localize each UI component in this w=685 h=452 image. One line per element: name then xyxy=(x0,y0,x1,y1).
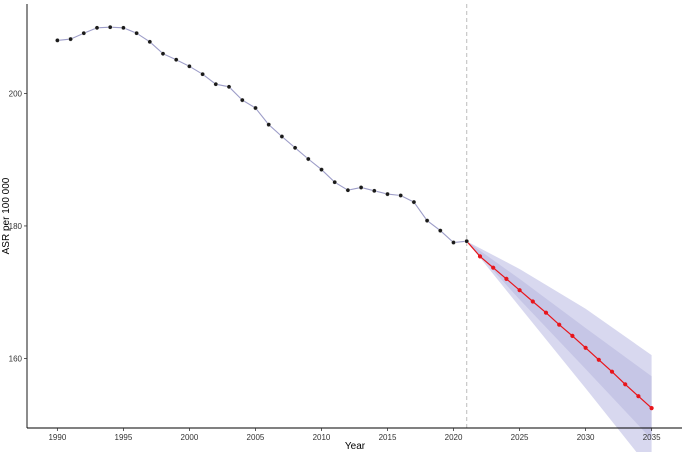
observed-point xyxy=(187,64,192,69)
inner-confidence-band xyxy=(466,241,652,440)
x-tick-label: 2035 xyxy=(643,433,661,442)
x-ticks: 1990 1995 2000 2005 2010 2015 2020 2025 2030 2035 xyxy=(48,428,661,442)
observed-point xyxy=(160,51,166,57)
x-tick-label: 2025 xyxy=(511,433,529,442)
observed-point xyxy=(81,30,87,36)
axes xyxy=(26,4,682,429)
x-tick-label: 1995 xyxy=(115,433,133,442)
observed-point xyxy=(55,38,60,43)
y-ticks: 160 180 200 xyxy=(9,89,27,363)
projected-point xyxy=(636,394,641,399)
observed-point xyxy=(398,193,404,198)
observed-point xyxy=(371,188,377,194)
x-tick-label: 2015 xyxy=(379,433,397,442)
observed-point xyxy=(292,145,298,151)
observed-point xyxy=(200,71,205,77)
projected-point xyxy=(609,369,615,374)
observed-point xyxy=(226,84,232,90)
observed-point xyxy=(147,39,153,45)
observed-point xyxy=(385,191,390,197)
projected-point xyxy=(543,310,549,315)
projected-point xyxy=(530,299,535,304)
x-tick-label: 1990 xyxy=(48,433,66,442)
projected-point xyxy=(649,406,654,411)
observed-point xyxy=(305,156,311,162)
x-tick-label: 2005 xyxy=(247,433,265,442)
y-tick-label: 200 xyxy=(9,89,23,98)
x-tick-label: 2020 xyxy=(445,433,463,442)
projected-point xyxy=(557,322,562,327)
observed-point xyxy=(173,57,179,63)
y-tick-label: 180 xyxy=(9,222,23,231)
projected-point xyxy=(504,276,509,281)
projected-point xyxy=(477,254,483,259)
observed-point xyxy=(279,134,285,139)
observed-point xyxy=(319,167,324,172)
observed-point xyxy=(253,105,258,111)
confidence-bands xyxy=(466,241,652,452)
x-tick-label: 2010 xyxy=(313,433,331,442)
observed-point xyxy=(451,240,456,245)
observed-point xyxy=(68,36,73,42)
observed-point xyxy=(121,25,126,31)
projected-point xyxy=(583,345,588,350)
observed-point xyxy=(213,81,219,87)
observed-point xyxy=(107,24,113,30)
x-tick-label: 2030 xyxy=(577,433,595,442)
projected-point xyxy=(623,382,628,387)
x-axis-title: Year xyxy=(345,441,366,452)
observed-point xyxy=(424,218,430,223)
projected-point xyxy=(596,357,601,362)
x-tick-label: 2000 xyxy=(181,433,199,442)
observed-point xyxy=(345,187,351,193)
observed-point xyxy=(437,228,443,233)
observed-point xyxy=(266,122,272,127)
projected-point xyxy=(517,288,522,293)
outer-confidence-band xyxy=(466,241,652,452)
observed-point xyxy=(358,185,364,190)
observed-point xyxy=(239,97,245,103)
observed-point xyxy=(134,30,139,36)
projected-point xyxy=(570,333,575,338)
observed-point xyxy=(464,238,470,244)
series-layer xyxy=(55,24,654,411)
observed-point xyxy=(411,199,417,205)
y-axis-title: ASR per 100 000 xyxy=(1,177,12,254)
observed-point xyxy=(332,179,338,185)
projected-point xyxy=(491,265,496,270)
observed-point xyxy=(94,25,100,31)
y-tick-label: 160 xyxy=(9,354,23,363)
